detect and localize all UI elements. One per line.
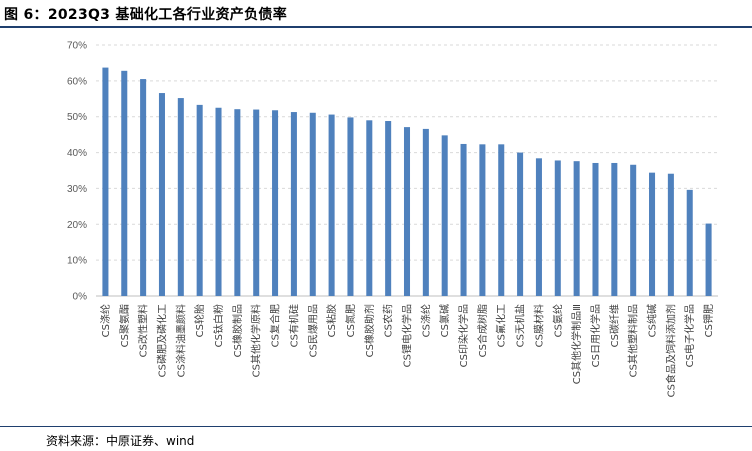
x-category-label: CS民爆用品 xyxy=(307,304,319,357)
y-tick-label: 0% xyxy=(73,292,88,303)
x-category-label: CS聚氨酯 xyxy=(118,304,131,347)
x-category-label: CS涂料油墨颜料 xyxy=(174,304,187,377)
x-category-label: CS有机硅 xyxy=(287,304,300,347)
bar xyxy=(253,109,260,297)
x-category-label: CS日用化学品 xyxy=(589,304,602,367)
y-axis-ticks: 0% 10% 20% 30% 40% 50% 60% 70% xyxy=(67,41,87,303)
bar xyxy=(272,110,279,296)
source-note: 资料来源：中原证券、wind xyxy=(46,434,195,448)
bar xyxy=(158,93,165,296)
x-category-label: CS氮肥 xyxy=(344,304,357,337)
bar xyxy=(686,189,693,296)
bar xyxy=(517,152,524,296)
bar xyxy=(441,135,448,296)
x-category-label: CS轮胎 xyxy=(193,304,206,337)
x-category-label: CS无机盐 xyxy=(514,304,527,347)
bar xyxy=(498,144,505,296)
bar xyxy=(649,172,656,296)
bar xyxy=(592,162,599,296)
y-tick-label: 70% xyxy=(67,41,87,52)
x-category-label: CS改性塑料 xyxy=(137,304,150,357)
bar xyxy=(705,223,712,296)
y-tick-label: 40% xyxy=(67,148,87,159)
x-category-label: CS食品及饲料添加剂 xyxy=(664,304,677,397)
bar xyxy=(573,161,580,296)
bar xyxy=(366,120,373,296)
x-category-label: CS橡胶助剂 xyxy=(363,304,376,357)
bar xyxy=(535,158,542,296)
bar xyxy=(630,164,637,296)
x-category-label: CS钾肥 xyxy=(702,304,715,337)
chart-title: 图 6：2023Q3 基础化工各行业资产负债率 xyxy=(4,7,287,23)
bars xyxy=(102,67,712,297)
y-tick-label: 50% xyxy=(67,112,87,123)
bar-chart: 0%10%20%30%40%50%60%70% CS涤纶 CS聚氨酯 CS改性塑料 C… xyxy=(67,41,718,397)
bar xyxy=(667,173,674,296)
bar xyxy=(196,104,203,296)
x-category-label: CS膜材料 xyxy=(532,304,545,347)
x-category-label: CS其他化学制品Ⅲ xyxy=(570,304,583,384)
bar xyxy=(479,144,486,296)
y-tick-label: 60% xyxy=(67,76,87,87)
bar xyxy=(215,107,222,296)
x-category-label: CS农药 xyxy=(382,304,395,337)
bar xyxy=(422,128,429,296)
bar xyxy=(460,143,467,296)
x-category-label: CS碳纤维 xyxy=(608,304,621,347)
bar xyxy=(102,67,109,296)
x-category-label: CS合成树脂 xyxy=(476,304,489,357)
x-category-label: CS涤纶 xyxy=(99,304,112,337)
bar xyxy=(140,79,147,296)
bar xyxy=(121,70,128,296)
x-category-label: CS印染化学品 xyxy=(457,304,470,367)
bar xyxy=(290,112,297,296)
bar xyxy=(611,162,618,296)
x-category-label: CS磷肥及磷化工 xyxy=(155,304,168,377)
x-category-label: CS氨纶 xyxy=(551,304,564,337)
bar xyxy=(328,114,335,296)
title-underline xyxy=(0,26,752,28)
bar xyxy=(554,160,561,296)
x-category-label: CS锂电化学品 xyxy=(401,304,414,367)
source-divider xyxy=(0,426,752,427)
y-tick-label: 30% xyxy=(67,184,87,195)
x-category-label: CS涤纶 xyxy=(419,304,432,337)
x-category-label: CS电子化学品 xyxy=(683,304,696,367)
x-category-label: CS其他塑料制品 xyxy=(627,304,640,377)
x-axis-categories: CS涤纶 CS聚氨酯 CS改性塑料 CS磷肥及磷化工 CS涂料油墨颜料 CS轮胎 CS钛白粉… xyxy=(99,304,715,397)
bar xyxy=(234,109,241,296)
x-category-label: CS氯碱 xyxy=(438,304,451,337)
x-category-label: CS复合肥 xyxy=(269,304,282,347)
bar xyxy=(177,98,184,296)
x-category-label: CS氟化工 xyxy=(495,304,508,347)
bar xyxy=(309,112,316,297)
x-category-label: CS其他化学原料 xyxy=(250,304,263,377)
x-category-label: CS钛白粉 xyxy=(212,304,225,347)
y-tick-label: 10% xyxy=(67,256,87,267)
x-category-label: CS橡胶制品 xyxy=(231,304,244,357)
x-category-label: CS纯碱 xyxy=(646,304,659,337)
y-tick-label: 20% xyxy=(67,220,87,231)
x-category-label: CS粘胶 xyxy=(325,304,338,337)
bar xyxy=(347,117,354,296)
bar xyxy=(385,121,392,296)
bar xyxy=(403,127,411,296)
